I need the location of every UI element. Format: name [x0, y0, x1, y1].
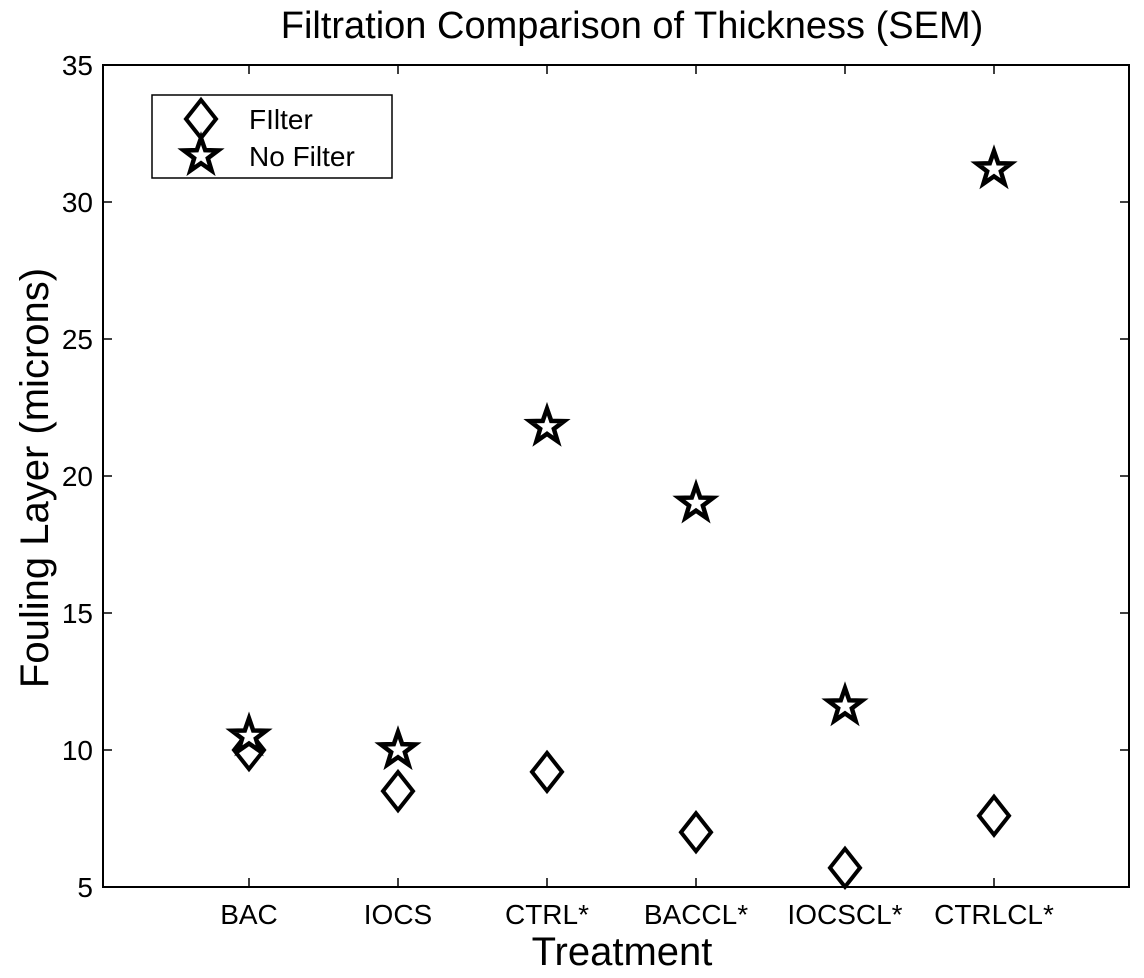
- filter-point: [529, 749, 565, 795]
- y-axis-label: Fouling Layer (microns): [13, 268, 57, 688]
- filter-point: [976, 793, 1012, 838]
- no-filter-point: [821, 681, 869, 727]
- x-axis: BAC IOCS CTRL* BACCL* IOCSCL* CTRLCL*: [220, 65, 1054, 930]
- legend-star-marker: [177, 131, 225, 177]
- y-tick-label: 15: [62, 598, 93, 629]
- y-tick-label: 25: [62, 324, 93, 355]
- no-filter-point: [970, 144, 1018, 190]
- y-tick-label: 5: [77, 872, 93, 903]
- star-marker-icon: [177, 131, 225, 177]
- y-tick-label: 30: [62, 187, 93, 218]
- y-axis: 5 10 15 20 25 30 35: [62, 50, 1129, 903]
- x-tick-label: BAC: [220, 899, 278, 930]
- y-tick-label: 35: [62, 50, 93, 81]
- x-tick-label: IOCS: [364, 899, 432, 930]
- legend-label-filter: FIlter: [249, 104, 313, 135]
- filter-point: [380, 768, 416, 814]
- x-axis-label: Treatment: [532, 930, 713, 974]
- no-filter-point: [225, 711, 273, 757]
- chart-title: Filtration Comparison of Thickness (SEM): [281, 5, 984, 47]
- filter-point: [678, 809, 714, 855]
- no-filter-point: [374, 725, 422, 771]
- data-marks: [225, 144, 1018, 891]
- y-tick-label: 20: [62, 461, 93, 492]
- no-filter-point: [672, 478, 720, 524]
- x-tick-label: IOCSCL*: [787, 899, 902, 930]
- y-tick-label: 10: [62, 735, 93, 766]
- plot-frame: [102, 64, 1130, 888]
- filter-point: [827, 845, 863, 891]
- x-tick-label: CTRL*: [505, 899, 589, 930]
- no-filter-point: [523, 401, 571, 447]
- x-tick-label: CTRLCL*: [934, 899, 1054, 930]
- legend: FIlter No Filter: [151, 94, 393, 179]
- legend-label-no-filter: No Filter: [249, 141, 355, 172]
- x-tick-label: BACCL*: [644, 899, 748, 930]
